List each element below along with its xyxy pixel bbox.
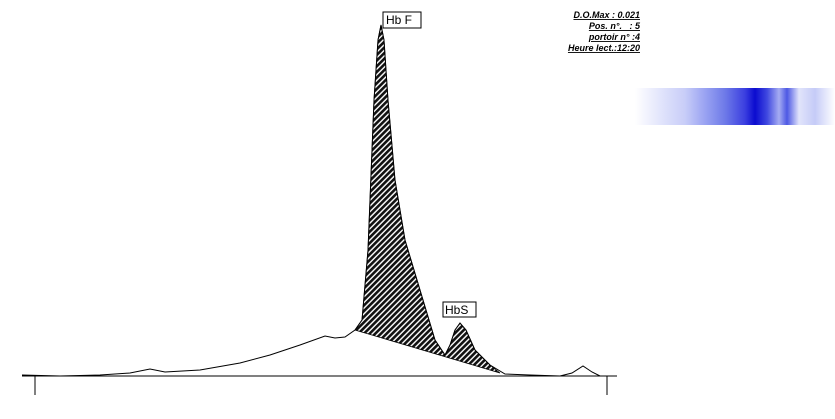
scan-trace bbox=[22, 25, 617, 376]
electrophoresis-report: Hb F HbS D.O.Max : 0.021 Pos. n°. : 5 po… bbox=[0, 0, 835, 419]
info-line: portoir n° :4 bbox=[588, 32, 640, 42]
info-line: D.O.Max : 0.021 bbox=[573, 10, 640, 20]
peak-area bbox=[355, 25, 500, 373]
peak-label: HbS bbox=[445, 303, 468, 317]
peak-label: Hb F bbox=[386, 13, 412, 27]
info-line: Heure lect.:12:20 bbox=[568, 43, 640, 53]
gel-band bbox=[635, 88, 835, 125]
info-line: Pos. n°. : 5 bbox=[589, 21, 641, 31]
